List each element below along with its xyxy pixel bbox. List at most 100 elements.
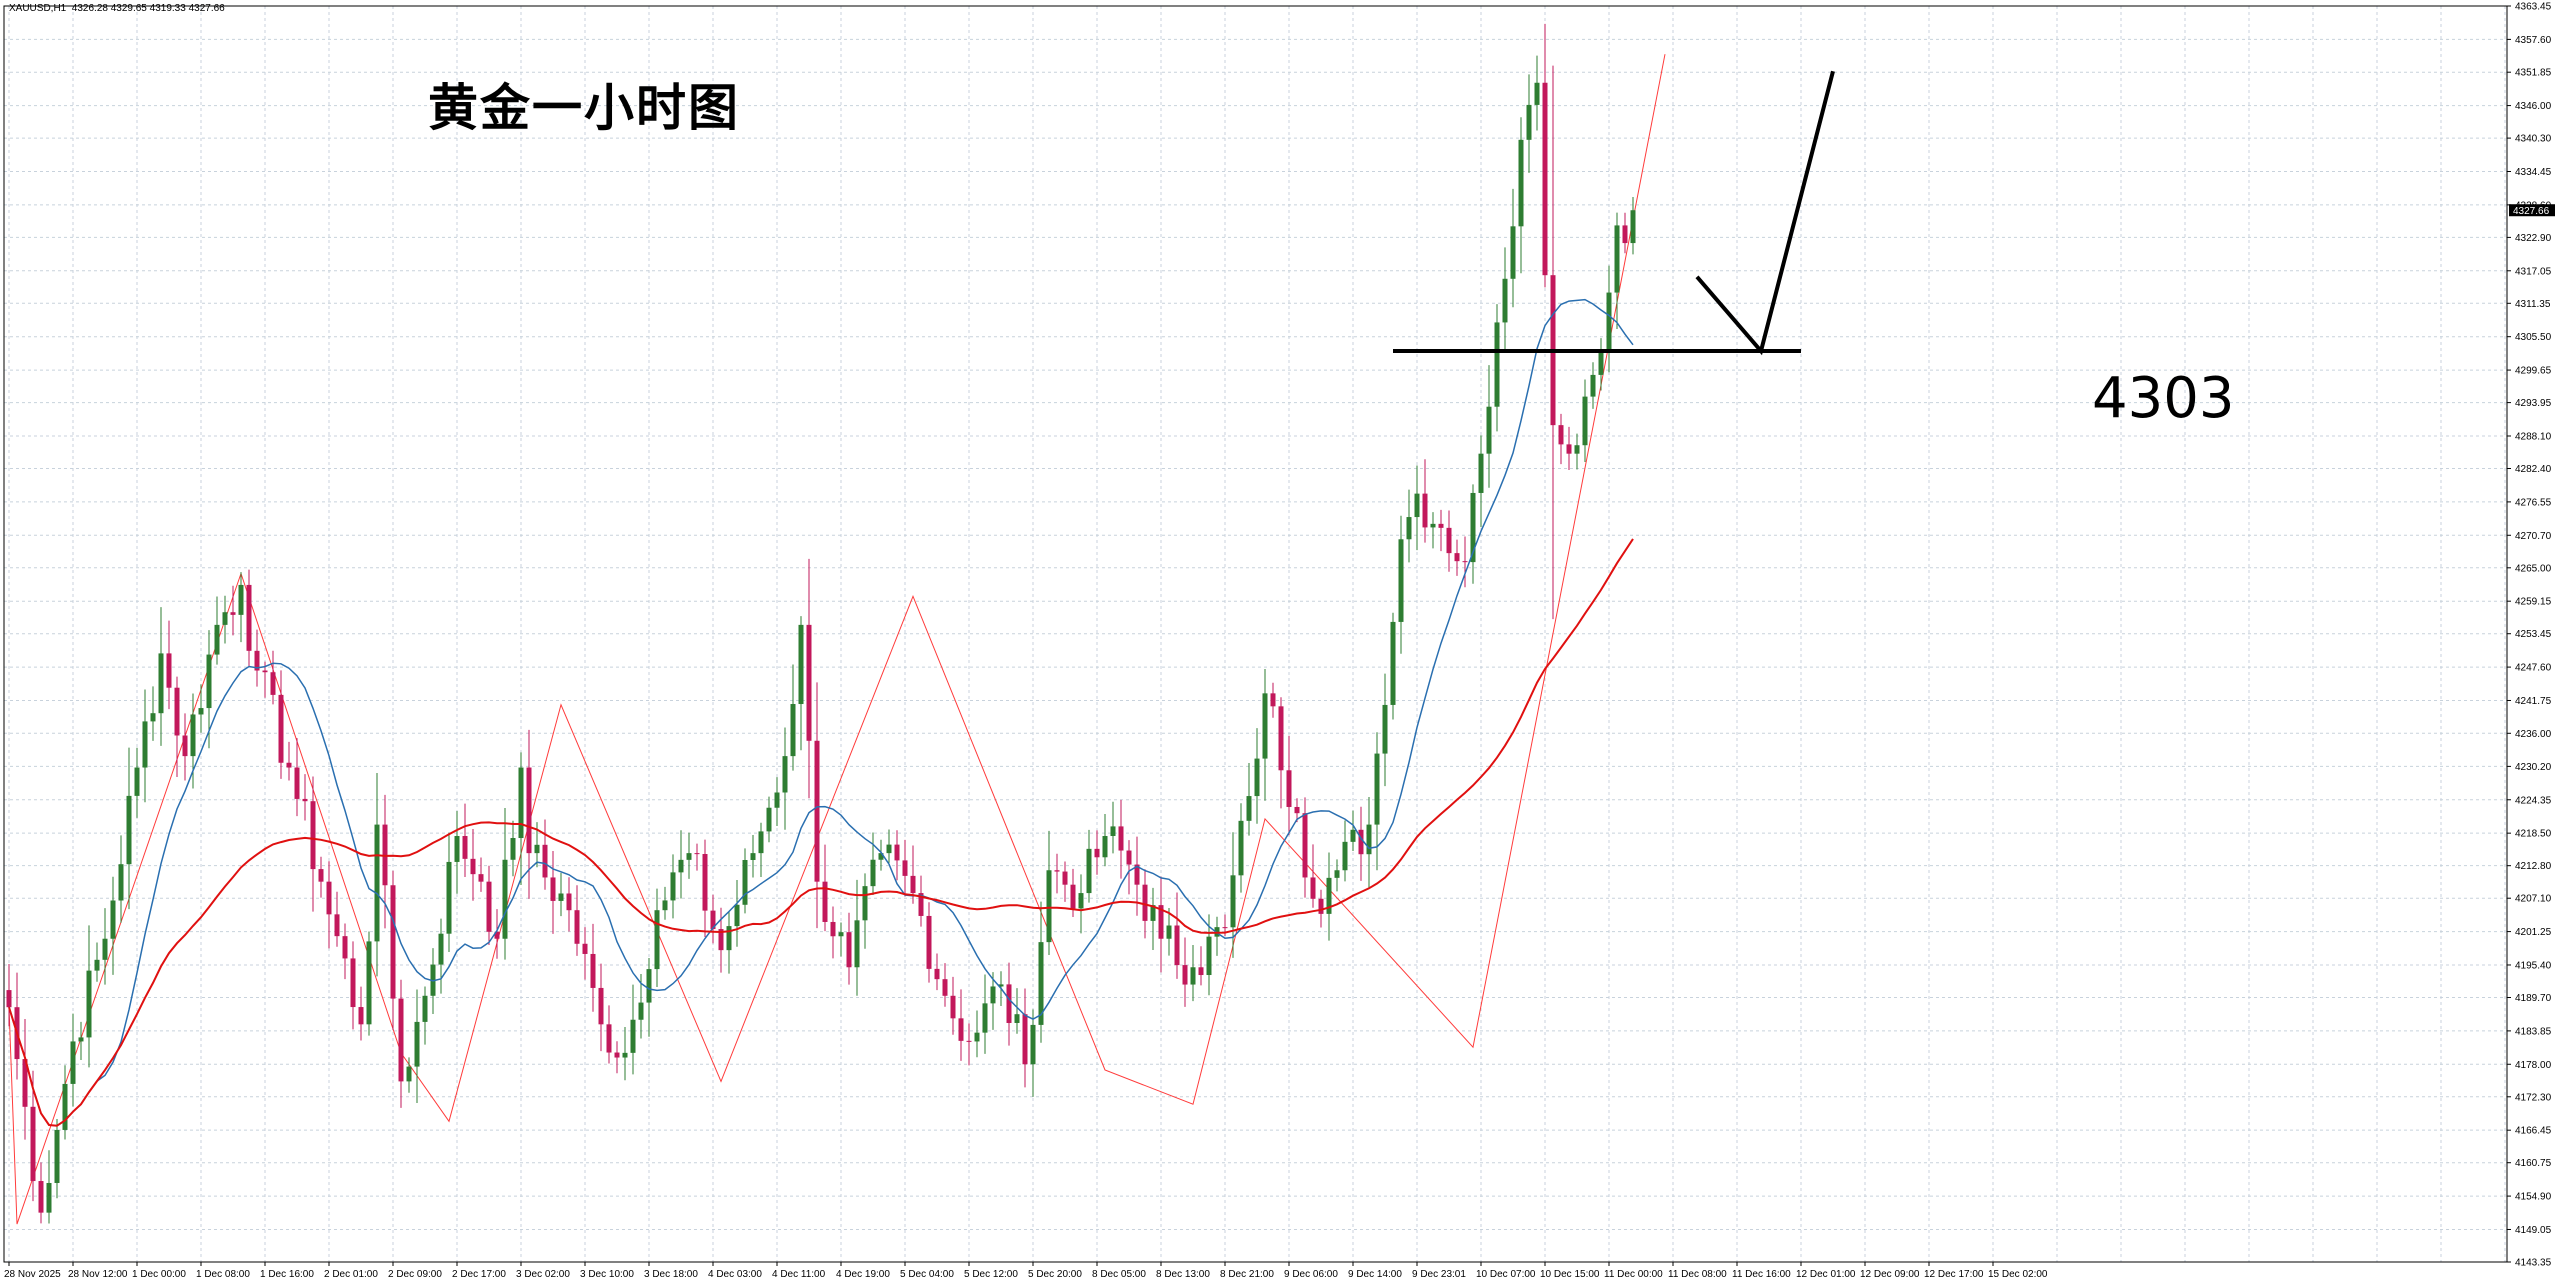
candle xyxy=(1038,901,1044,1043)
candle xyxy=(262,661,268,698)
candle-body xyxy=(1606,292,1612,351)
candle xyxy=(550,850,556,934)
time-tick-label: 1 Dec 16:00 xyxy=(260,1269,314,1280)
candle-body xyxy=(1158,905,1164,939)
candle xyxy=(334,891,340,947)
candle xyxy=(1334,859,1340,892)
candle-body xyxy=(350,958,356,1008)
candle xyxy=(222,595,228,644)
price-tick-label: 4247.60 xyxy=(2515,663,2552,674)
price-tick-label: 4265.00 xyxy=(2515,563,2552,574)
candle xyxy=(902,839,908,897)
candle-body xyxy=(542,844,548,878)
candle-body xyxy=(1470,492,1476,563)
candle xyxy=(502,808,508,960)
candle xyxy=(1006,962,1012,1046)
candle xyxy=(278,670,284,779)
candle xyxy=(782,727,788,830)
candle-body xyxy=(1302,813,1308,878)
candle xyxy=(158,607,164,746)
candle xyxy=(1566,426,1572,470)
candle xyxy=(134,747,140,818)
candle xyxy=(1454,539,1460,576)
candle xyxy=(558,872,564,917)
candle-body xyxy=(286,762,292,768)
candle-body xyxy=(478,874,484,882)
candle xyxy=(1526,74,1532,173)
candle-body xyxy=(86,970,92,1038)
candle-body xyxy=(1006,984,1012,1023)
candle-body xyxy=(950,995,956,1019)
candle-body xyxy=(734,904,740,927)
candle xyxy=(1086,829,1092,903)
candle-body xyxy=(534,844,540,854)
candle xyxy=(1414,465,1420,551)
candle-body xyxy=(862,886,868,921)
time-tick-label: 3 Dec 10:00 xyxy=(580,1269,634,1280)
candle xyxy=(1614,212,1620,330)
candle xyxy=(1254,728,1260,824)
candle-body xyxy=(750,853,756,861)
candle xyxy=(78,1021,84,1061)
price-tick-label: 4154.90 xyxy=(2515,1192,2552,1203)
candle xyxy=(174,676,180,777)
moving-average-line xyxy=(8,538,1634,1127)
candle-body xyxy=(822,881,828,922)
candle-body xyxy=(678,859,684,873)
candle xyxy=(1062,861,1068,902)
time-tick-label: 4 Dec 19:00 xyxy=(836,1269,890,1280)
candle xyxy=(22,1019,28,1140)
candle xyxy=(414,989,420,1104)
time-tick-label: 12 Dec 17:00 xyxy=(1924,1269,1984,1280)
candle xyxy=(462,803,468,878)
candle-body xyxy=(958,1018,964,1041)
price-tick-label: 4212.80 xyxy=(2515,861,2552,872)
time-tick-label: 8 Dec 21:00 xyxy=(1220,1269,1274,1280)
candle xyxy=(1174,892,1180,979)
candle xyxy=(254,629,260,687)
candle xyxy=(1518,117,1524,274)
price-tick-label: 4317.05 xyxy=(2515,266,2552,277)
candle-body xyxy=(782,756,788,793)
candle-body xyxy=(1598,350,1604,375)
candle xyxy=(406,1057,412,1093)
candle xyxy=(374,773,380,977)
candle xyxy=(662,886,668,920)
time-tick-label: 28 Nov 2025 xyxy=(4,1269,61,1280)
candle-body xyxy=(1318,898,1324,914)
candle-body xyxy=(598,987,604,1025)
candle xyxy=(894,830,900,881)
candle-body xyxy=(1582,396,1588,446)
moving-average-line xyxy=(8,298,1634,1127)
time-tick-label: 1 Dec 08:00 xyxy=(196,1269,250,1280)
candle xyxy=(870,832,876,896)
candle-body xyxy=(902,860,908,876)
price-tick-label: 4236.00 xyxy=(2515,729,2552,740)
candle-body xyxy=(246,584,252,651)
candle-body xyxy=(1574,445,1580,454)
candle xyxy=(934,953,940,991)
candle xyxy=(38,1162,44,1224)
candle xyxy=(1478,435,1484,528)
candle-body xyxy=(1486,406,1492,454)
candle xyxy=(1214,916,1220,956)
candle xyxy=(94,942,100,982)
candle xyxy=(582,927,588,980)
price-tick-label: 4143.35 xyxy=(2515,1258,2552,1269)
candle xyxy=(678,830,684,899)
candle-body xyxy=(1542,82,1548,276)
candle xyxy=(766,796,772,843)
candle xyxy=(854,879,860,996)
candle xyxy=(198,684,204,733)
candle-body xyxy=(654,910,660,970)
candle xyxy=(1502,247,1508,350)
candle xyxy=(726,912,732,974)
candle xyxy=(758,822,764,878)
candle-body xyxy=(1382,704,1388,754)
candle-body xyxy=(238,584,244,615)
candle xyxy=(838,922,844,957)
candle xyxy=(950,976,956,1035)
candle-body xyxy=(558,893,564,901)
candle xyxy=(326,861,332,949)
